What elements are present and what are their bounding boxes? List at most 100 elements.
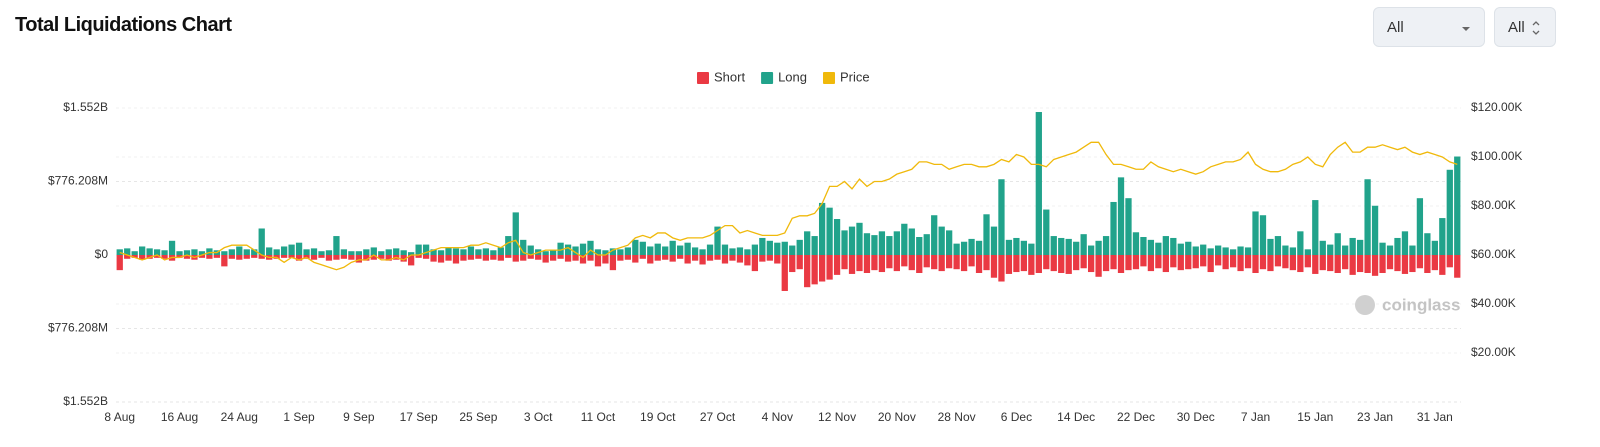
- bar: [520, 239, 527, 255]
- bar: [333, 255, 340, 260]
- y2-tick-label: $20.00K: [1471, 345, 1516, 359]
- bar: [1162, 255, 1169, 273]
- bar: [609, 248, 617, 255]
- bar: [505, 236, 512, 255]
- bar: [303, 249, 310, 255]
- bar: [1409, 255, 1416, 273]
- bar: [609, 255, 617, 271]
- bar: [669, 240, 676, 255]
- bar: [1379, 255, 1386, 273]
- bar: [1364, 179, 1371, 255]
- bar: [624, 247, 631, 255]
- bar: [916, 237, 923, 255]
- bar: [1013, 237, 1020, 255]
- bar: [647, 255, 654, 264]
- bar: [1200, 244, 1207, 255]
- bar: [161, 250, 168, 255]
- bar: [490, 250, 497, 255]
- x-tick-label: 30 Dec: [1177, 410, 1215, 424]
- bar: [953, 255, 960, 270]
- bar: [228, 249, 235, 255]
- bar: [1282, 255, 1289, 269]
- bar: [1147, 255, 1155, 272]
- bar: [632, 239, 639, 255]
- bar: [624, 255, 631, 260]
- bar: [280, 246, 288, 255]
- bar: [1252, 211, 1259, 255]
- bar: [841, 230, 848, 255]
- bar: [990, 226, 998, 255]
- bar: [960, 241, 968, 255]
- bar: [1073, 241, 1080, 255]
- bar: [542, 255, 549, 263]
- bar: [139, 246, 146, 255]
- bar: [139, 255, 146, 260]
- bar: [1207, 255, 1214, 273]
- bar: [1446, 255, 1453, 268]
- bar: [527, 245, 534, 255]
- exchange-dropdown[interactable]: All: [1494, 7, 1556, 47]
- bar: [1185, 255, 1192, 270]
- bar: [1222, 255, 1229, 270]
- bar: [228, 255, 235, 259]
- bar: [236, 246, 243, 255]
- page-title: Total Liquidations Chart: [15, 14, 232, 36]
- bar: [1439, 218, 1446, 255]
- bar: [378, 255, 385, 259]
- bar: [557, 255, 564, 259]
- bar: [422, 255, 430, 259]
- bar: [1185, 241, 1192, 255]
- bar: [1334, 255, 1341, 273]
- bar: [647, 246, 654, 255]
- bar: [378, 251, 385, 255]
- bar: [116, 255, 123, 271]
- y2-tick-label: $100.00K: [1471, 149, 1522, 163]
- updown-arrows: [1532, 21, 1540, 35]
- x-tick-label: 25 Sep: [459, 410, 497, 424]
- bar: [639, 255, 646, 259]
- bar: [946, 230, 953, 255]
- bar: [131, 251, 138, 255]
- bar: [1102, 255, 1110, 272]
- bar: [497, 247, 504, 255]
- bar: [1454, 255, 1461, 278]
- bar: [1342, 255, 1349, 270]
- bar: [363, 249, 370, 255]
- bar: [490, 255, 497, 260]
- x-tick-label: 24 Aug: [221, 410, 258, 424]
- bar: [587, 240, 594, 255]
- bar: [1215, 245, 1222, 255]
- bar: [273, 255, 280, 259]
- legend-swatch: [697, 72, 709, 84]
- x-tick-label: 31 Jan: [1417, 410, 1453, 424]
- bar: [1431, 240, 1438, 255]
- bar: [975, 255, 983, 273]
- bar: [736, 247, 744, 255]
- bar: [475, 249, 482, 255]
- bar: [1297, 255, 1304, 273]
- bar: [833, 219, 841, 255]
- bar: [1356, 255, 1364, 273]
- bar: [759, 237, 766, 255]
- bar: [662, 246, 669, 255]
- bar: [878, 255, 886, 273]
- bar: [886, 255, 893, 269]
- bar: [1267, 238, 1274, 255]
- range-dropdown[interactable]: All: [1373, 7, 1485, 47]
- x-tick-label: 20 Nov: [878, 410, 916, 424]
- bar: [1170, 237, 1177, 255]
- bar: [460, 249, 467, 255]
- bar: [325, 255, 333, 261]
- bar: [781, 241, 788, 255]
- bar: [266, 255, 273, 260]
- bar: [1327, 255, 1334, 272]
- bar: [251, 249, 258, 255]
- bar: [1028, 243, 1035, 255]
- bar: [1312, 200, 1319, 255]
- bar: [923, 255, 930, 268]
- y-tick-label: $1.552B: [63, 100, 108, 114]
- bar: [168, 240, 176, 255]
- bar: [617, 249, 624, 255]
- bar: [1297, 231, 1304, 255]
